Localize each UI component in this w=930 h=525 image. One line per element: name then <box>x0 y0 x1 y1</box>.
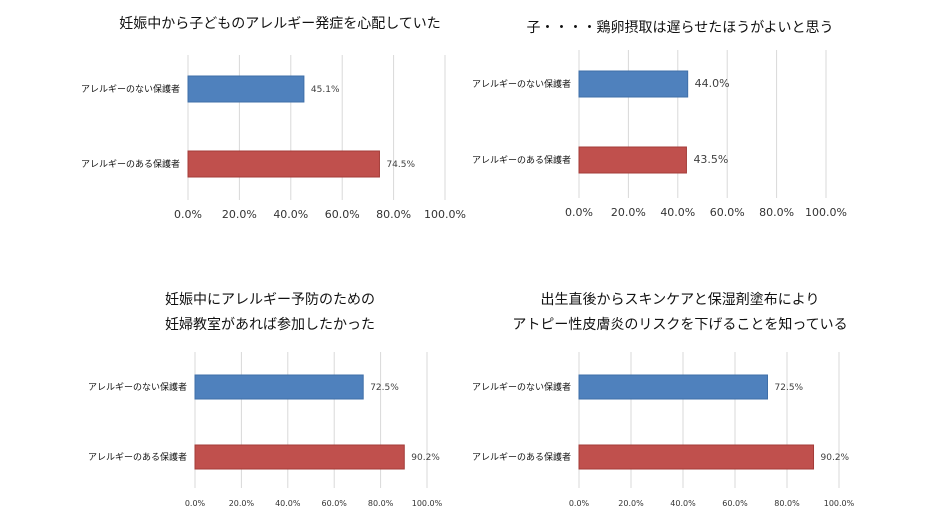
bar <box>194 444 405 470</box>
category-label: アレルギーのある保護者 <box>88 451 187 463</box>
x-tick-label: 20.0% <box>618 499 644 508</box>
chart-title: 妊娠中にアレルギー予防のための <box>165 292 375 308</box>
x-tick-label: 80.0% <box>376 208 411 221</box>
category-label: アレルギーのない保護者 <box>472 78 571 90</box>
data-label: 72.5% <box>775 383 804 393</box>
x-tick-label: 0.0% <box>174 208 202 221</box>
category-label: アレルギーのある保護者 <box>472 451 571 463</box>
x-tick-label: 80.0% <box>774 499 800 508</box>
x-tick-label: 40.0% <box>275 499 301 508</box>
bar <box>578 146 687 174</box>
x-tick-label: 100.0% <box>424 208 466 221</box>
bar <box>578 374 768 400</box>
x-tick-label: 80.0% <box>759 206 794 219</box>
category-label: アレルギーのない保護者 <box>81 83 180 95</box>
category-label: アレルギーのない保護者 <box>472 381 571 393</box>
chart-title: 出生直後からスキンケアと保湿剤塗布により <box>540 292 820 308</box>
x-tick-label: 100.0% <box>412 499 443 508</box>
chart-title: 子・・・・鶏卵摂取は遅らせたほうがよいと思う <box>526 20 834 36</box>
x-tick-label: 0.0% <box>569 499 590 508</box>
bar <box>194 374 364 400</box>
x-tick-label: 0.0% <box>185 499 206 508</box>
bar <box>187 75 305 103</box>
x-tick-label: 20.0% <box>611 206 646 219</box>
x-tick-label: 40.0% <box>670 499 696 508</box>
chart-title: アトピー性皮膚炎のリスクを下げることを知っている <box>512 317 848 333</box>
data-label: 90.2% <box>411 453 440 463</box>
data-label: 45.1% <box>311 85 340 95</box>
data-label: 44.0% <box>695 77 730 90</box>
data-label: 74.5% <box>386 160 415 170</box>
x-tick-label: 60.0% <box>321 499 347 508</box>
bar <box>187 150 380 178</box>
x-tick-label: 40.0% <box>273 208 308 221</box>
x-tick-label: 20.0% <box>222 208 257 221</box>
data-label: 90.2% <box>821 453 850 463</box>
bar <box>578 70 689 98</box>
x-tick-label: 100.0% <box>824 499 855 508</box>
chart-title: 妊娠中から子どものアレルギー発症を心配していた <box>119 16 441 32</box>
category-label: アレルギーのある保護者 <box>472 154 571 166</box>
x-tick-label: 80.0% <box>368 499 394 508</box>
x-tick-label: 0.0% <box>565 206 593 219</box>
data-label: 72.5% <box>370 383 399 393</box>
category-label: アレルギーのある保護者 <box>81 158 180 170</box>
data-label: 43.5% <box>693 153 728 166</box>
x-tick-label: 100.0% <box>805 206 847 219</box>
x-tick-label: 60.0% <box>710 206 745 219</box>
category-label: アレルギーのない保護者 <box>88 381 187 393</box>
x-tick-label: 60.0% <box>325 208 360 221</box>
bar <box>578 444 815 470</box>
chart-title: 妊婦教室があれば参加したかった <box>165 317 375 333</box>
x-tick-label: 60.0% <box>722 499 748 508</box>
x-tick-label: 20.0% <box>229 499 255 508</box>
x-tick-label: 40.0% <box>660 206 695 219</box>
